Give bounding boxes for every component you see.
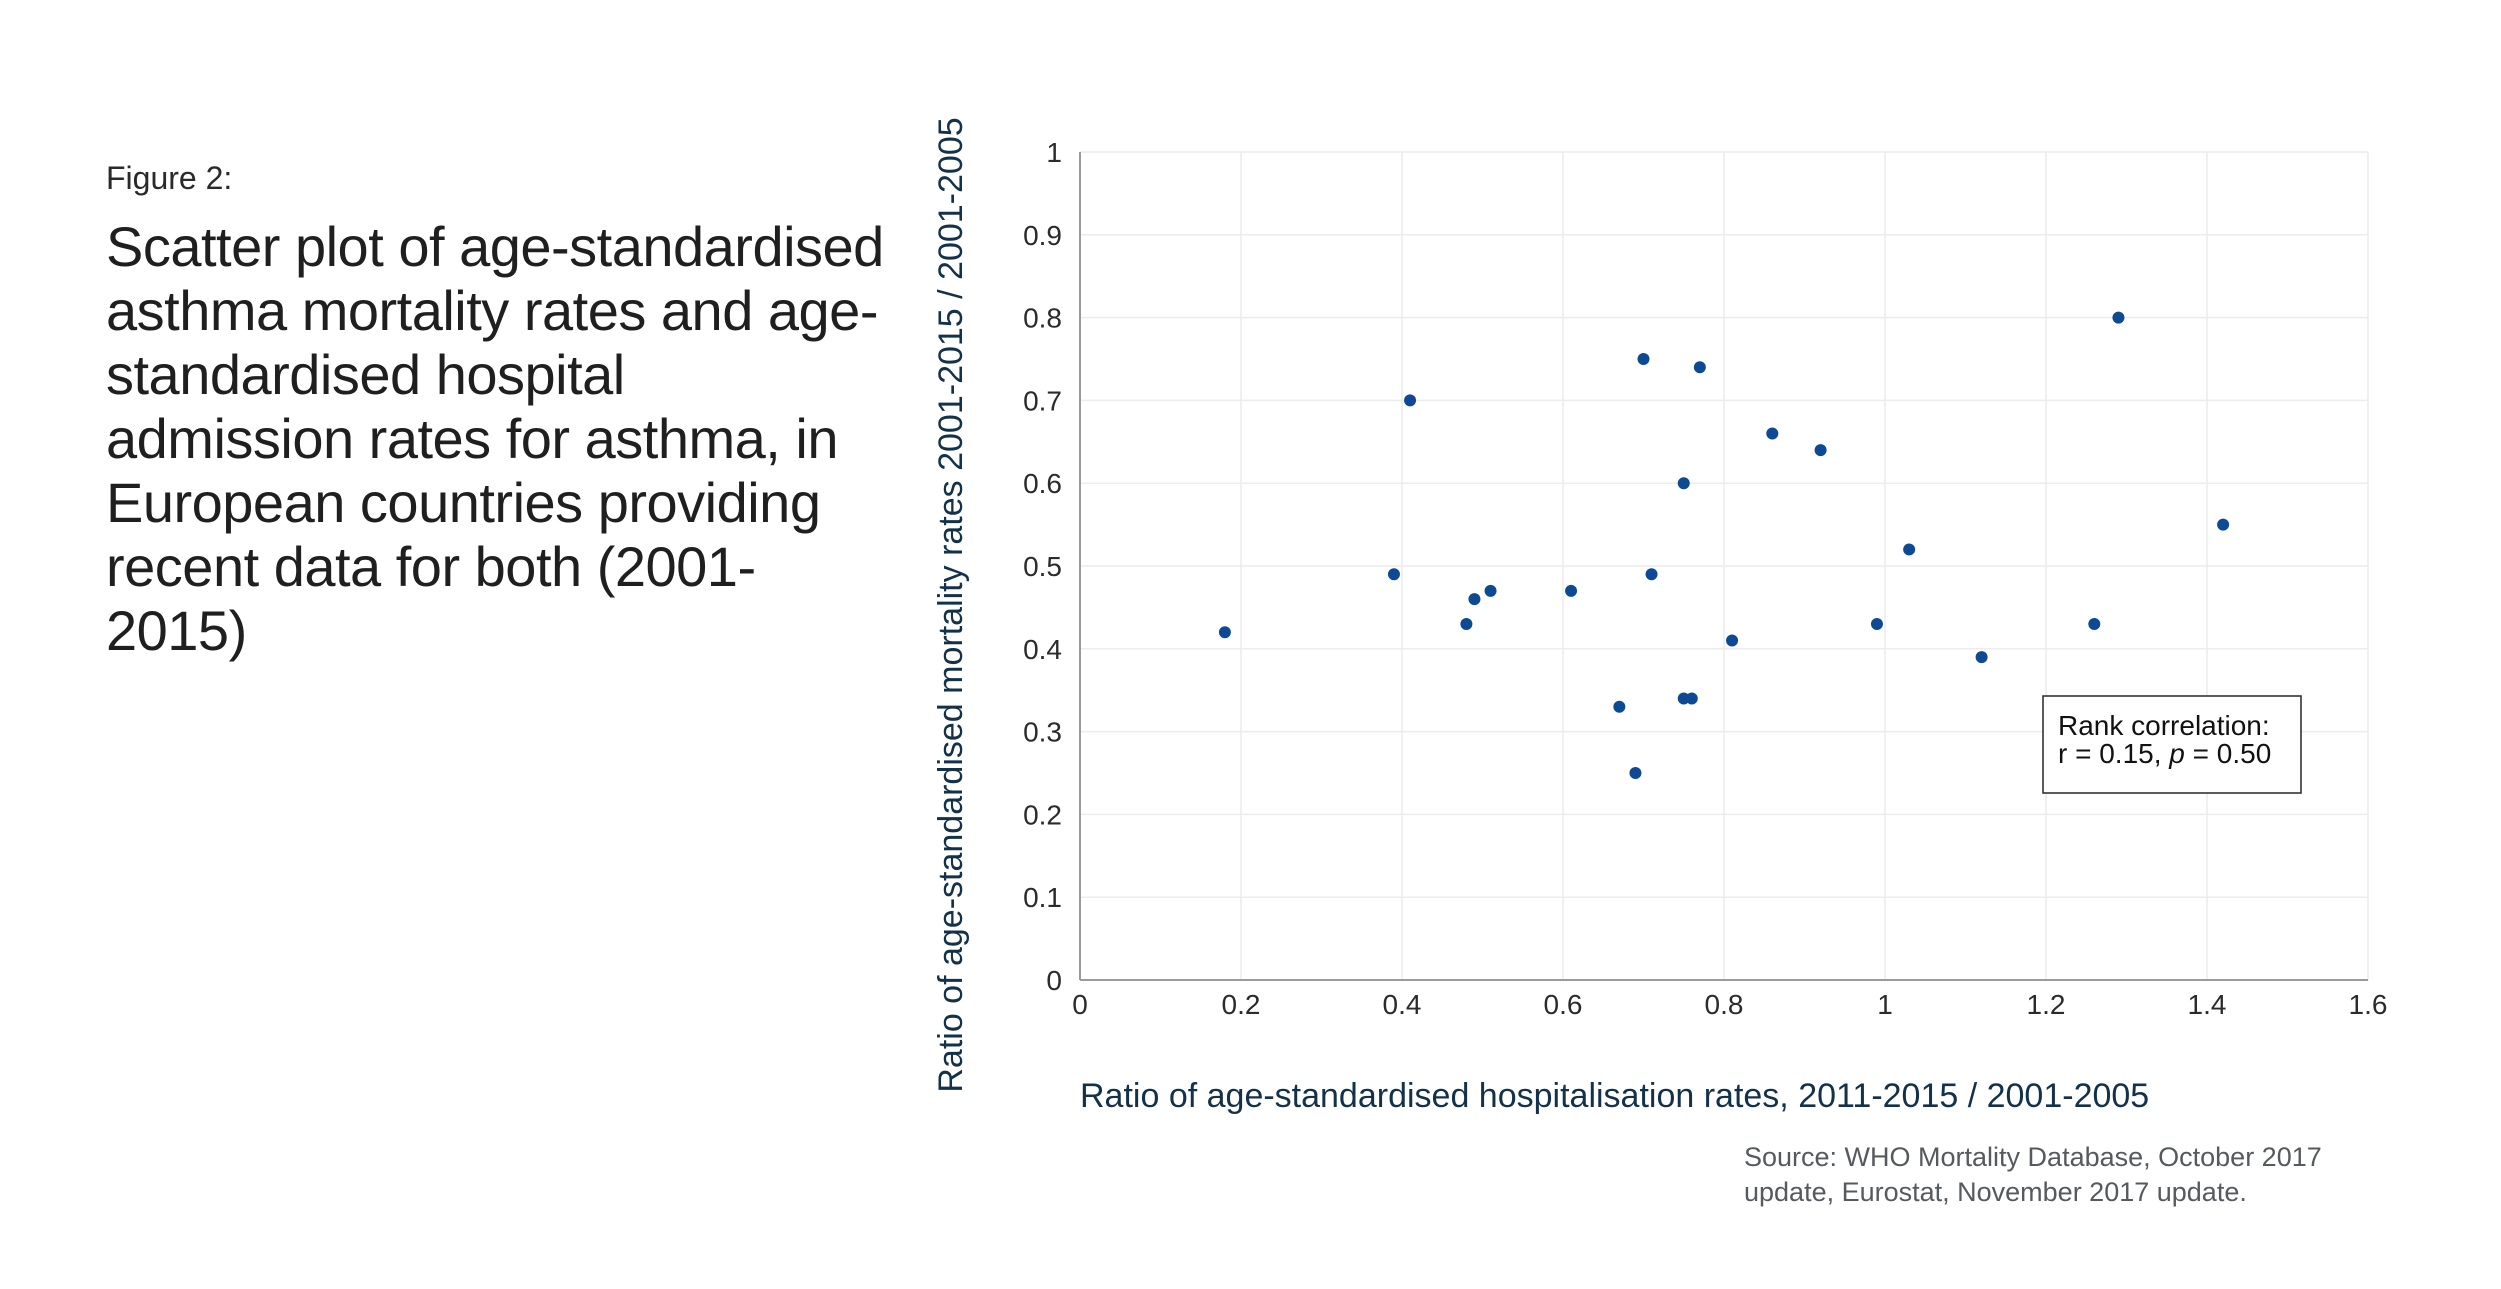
data-point [1460, 617, 1473, 630]
data-point [1726, 634, 1739, 647]
data-point [1218, 626, 1231, 639]
figure-label: Figure 2: [106, 160, 233, 196]
y-tick-label: 1 [1046, 137, 1062, 168]
annotation-box [2042, 695, 2302, 794]
y-tick-label: 0.4 [1023, 634, 1062, 665]
annotation-p-symbol: p [2168, 738, 2185, 769]
x-tick-label: 1.4 [2188, 989, 2227, 1020]
data-point [1387, 568, 1400, 581]
x-tick-label: 0.6 [1544, 989, 1583, 1020]
data-point [1814, 444, 1827, 457]
x-tick-label: 1.2 [2027, 989, 2066, 1020]
x-tick-label: 0.8 [1705, 989, 1744, 1020]
source-note: Source: WHO Mortality Database, October … [1744, 1142, 2322, 1207]
annotation-r-text: r = 0.15, [2058, 738, 2169, 769]
data-point [1565, 584, 1578, 597]
data-point [1637, 353, 1650, 365]
data-point [1613, 700, 1626, 713]
data-point [2112, 311, 2125, 324]
data-point [1677, 477, 1690, 490]
data-point [1975, 651, 1988, 664]
data-point [1645, 568, 1658, 581]
data-points [1218, 311, 2230, 779]
x-tick-label: 1 [1877, 989, 1893, 1020]
x-tick-label: 0 [1072, 989, 1088, 1020]
tick-labels: 0 0.1 0.2 0.3 0.4 0.5 0.6 0.7 0.8 0.9 1 0 0.2 0.4 0.6 0… [1023, 137, 2387, 1020]
data-point [1404, 394, 1417, 407]
x-tick-label: 0.2 [1222, 989, 1261, 1020]
y-tick-label: 0.8 [1023, 303, 1062, 334]
data-point [1484, 584, 1497, 597]
annotation-p-value: = 0.50 [2185, 738, 2271, 769]
annotation-line-2: r = 0.15, p = 0.50 [2058, 738, 2271, 769]
y-tick-label: 0.3 [1023, 717, 1062, 748]
grid-lines [1080, 151, 2369, 980]
y-axis-title: Ratio of age-standardised mortality rate… [932, 117, 970, 1092]
x-tick-label: 0.4 [1383, 989, 1422, 1020]
y-tick-label: 0.9 [1023, 220, 1062, 251]
x-tick-label: 1.6 [2349, 989, 2388, 1020]
y-tick-label: 0.1 [1023, 882, 1062, 913]
x-axis-title: Ratio of age-standardised hospitalisatio… [1080, 1077, 2149, 1115]
data-point [1468, 593, 1481, 606]
axes [1079, 152, 2368, 981]
y-tick-label: 0.5 [1023, 551, 1062, 582]
data-point [1693, 361, 1706, 374]
correlation-annotation: Rank correlation: r = 0.15, p = 0.50 [2042, 695, 2302, 794]
data-point [1685, 692, 1698, 705]
data-point [1903, 543, 1916, 556]
data-point [1766, 427, 1779, 440]
y-tick-label: 0.6 [1023, 468, 1062, 499]
annotation-line-1: Rank correlation: [2058, 710, 2270, 741]
data-point [1870, 617, 1883, 630]
data-point [2217, 518, 2230, 531]
y-tick-label: 0.7 [1023, 385, 1062, 416]
y-tick-label: 0 [1046, 965, 1062, 996]
figure-title: Scatter plot of age-standardised asthma … [106, 215, 884, 662]
y-tick-label: 0.2 [1023, 799, 1062, 830]
data-point [2088, 617, 2101, 630]
data-point [1629, 767, 1642, 779]
